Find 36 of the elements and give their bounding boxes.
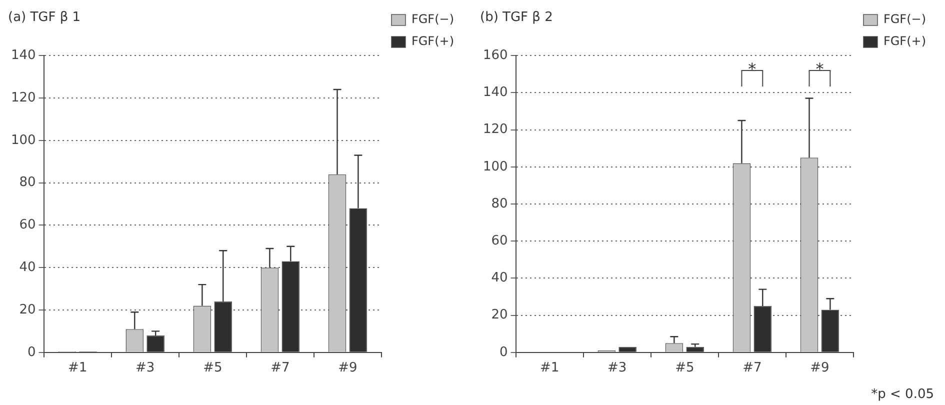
y-tick-label: 40 [491,270,508,286]
x-tick-label: #1 [540,360,560,376]
x-tick-label: #7 [270,360,290,376]
annotation: * [748,60,756,79]
y-tick-label: 120 [10,90,36,106]
y-tick-label: 40 [19,260,36,275]
legend-label: FGF(−) [411,12,454,26]
x-tick-label: #1 [68,360,88,376]
x-tick-label: #5 [675,360,694,376]
x-tick-label: #3 [608,360,627,376]
y-tick-label: 100 [482,159,508,174]
y-tick-label: 0 [500,344,508,360]
chart-title: (a) TGF β 1 [8,10,81,26]
x-tick-label: #5 [203,360,222,376]
x-tick-label: #7 [742,360,762,376]
y-tick-label: 20 [491,308,508,323]
chart-title: (b) TGF β 2 [480,10,553,26]
y-tick-label: 20 [19,302,36,318]
y-tick-label: 140 [482,85,508,100]
y-tick-label: 100 [10,132,36,148]
y-tick-label: 60 [19,218,36,233]
x-tick-label: #9 [810,360,830,376]
annotation: * [816,60,824,79]
text: *p < 0.05 [871,386,934,402]
x-tick-label: #9 [338,360,358,376]
y-tick-label: 120 [482,122,508,138]
y-tick-label: 80 [491,196,508,212]
legend-label: FGF(+) [883,34,926,48]
y-tick-label: 160 [482,48,508,63]
y-tick-label: 80 [19,175,36,190]
legend-label: FGF(−) [883,12,926,26]
x-tick-label: #3 [136,360,155,376]
y-tick-label: 140 [10,48,36,63]
legend-label: FGF(+) [411,34,454,48]
y-tick-label: 0 [28,344,36,360]
y-tick-label: 60 [491,233,508,248]
